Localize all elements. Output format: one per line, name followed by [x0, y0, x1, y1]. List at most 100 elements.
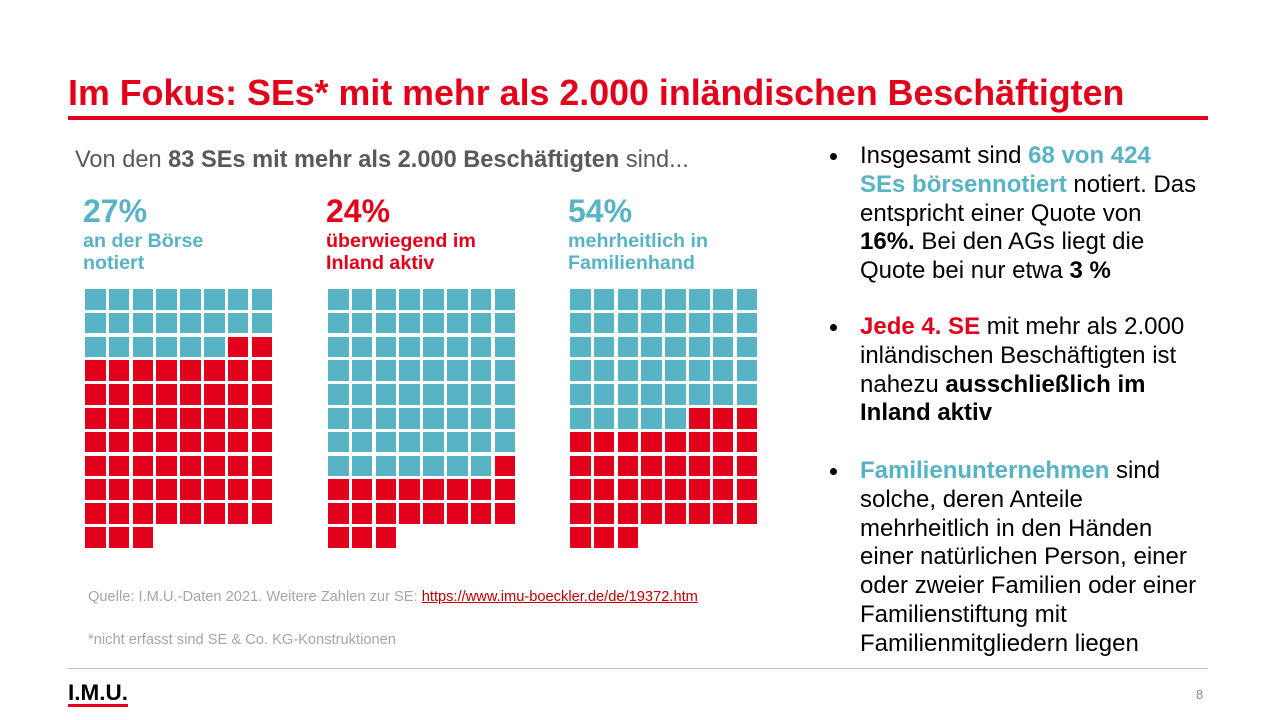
text-run: Quote bei nur etwa: [860, 257, 1070, 285]
waffle-cell: [180, 431, 201, 453]
bullet-text: Familienunternehmen sind solche, deren A…: [860, 457, 1196, 658]
waffle-cell: [570, 408, 591, 429]
waffle-cell: [423, 289, 444, 310]
waffle-cell: [447, 289, 468, 310]
waffle-cell: [375, 527, 397, 548]
waffle-cell: [399, 312, 420, 334]
waffle-cell: [423, 503, 444, 524]
waffle-cell: [351, 289, 373, 310]
waffle-cell: [447, 408, 468, 429]
waffle-cell: [689, 384, 710, 405]
waffle-cell: [423, 336, 444, 358]
caption-line: an der Börse: [83, 230, 204, 252]
waffle-cell: [712, 408, 734, 429]
waffle-cell: [593, 384, 615, 405]
waffle-cell: [712, 336, 734, 358]
waffle-cell: [447, 455, 468, 477]
waffle-cell: [375, 408, 397, 429]
waffle-cell: [736, 479, 758, 500]
waffle-chart-boersennotiert: 27% an der Börse notiert: [83, 190, 283, 552]
bullet-line: SEs börsennotiert notiert. Das: [860, 171, 1196, 200]
waffle-cell: [375, 431, 397, 453]
bullet-line: Insgesamt sind 68 von 424: [860, 142, 1196, 171]
logo-underline: [68, 704, 128, 707]
waffle-cell: [570, 455, 591, 477]
text-run: notiert. Das: [1066, 171, 1197, 198]
waffle-cell: [399, 360, 420, 381]
waffle-cell: [689, 479, 710, 500]
waffle-cell: [470, 384, 492, 405]
caption-line: notiert: [83, 252, 145, 274]
waffle-cell: [617, 336, 639, 358]
source-link[interactable]: https://www.imu-boeckler.de/de/19372.htm: [421, 589, 698, 606]
waffle-cell: [617, 384, 639, 405]
waffle-cell: [399, 384, 420, 405]
waffle-grid: [570, 289, 760, 551]
waffle-cell: [351, 312, 373, 334]
intro-text: Von den 83 SEs mit mehr als 2.000 Beschä…: [75, 146, 689, 174]
bullet-line: Inland aktiv: [860, 399, 1184, 428]
waffle-cell: [665, 408, 686, 429]
waffle-cell: [689, 336, 710, 358]
waffle-cell: [665, 431, 686, 453]
waffle-cell: [227, 360, 249, 381]
waffle-cell: [423, 455, 444, 477]
waffle-cell: [375, 384, 397, 405]
bullet-line: 16%. Bei den AGs liegt die: [860, 228, 1196, 257]
waffle-cell: [156, 384, 177, 405]
waffle-cell: [132, 289, 154, 310]
waffle-cell: [328, 527, 349, 548]
waffle-cell: [85, 431, 106, 453]
waffle-cell: [470, 336, 492, 358]
waffle-cell: [108, 431, 130, 453]
waffle-cell: [132, 455, 154, 477]
waffle-cell: [132, 312, 154, 334]
waffle-cell: [180, 289, 201, 310]
bullet-line: Familienmitgliedern liegen: [860, 630, 1196, 659]
waffle-cell: [108, 384, 130, 405]
waffle-cell: [85, 312, 106, 334]
waffle-cell: [375, 360, 397, 381]
waffle-cell: [447, 479, 468, 500]
waffle-cell: [204, 479, 225, 500]
waffle-cell: [375, 479, 397, 500]
text-run: nahezu: [860, 370, 946, 398]
waffle-cell: [641, 503, 662, 524]
bullet-dot: [830, 468, 837, 476]
waffle-cell: [712, 289, 734, 310]
waffle-cell: [641, 289, 662, 310]
waffle-cell: [570, 336, 591, 358]
caption-line: überwiegend im: [326, 230, 476, 252]
text-run: Familienmitgliedern liegen: [860, 629, 1139, 657]
waffle-cell: [447, 503, 468, 524]
waffle-cell: [251, 289, 273, 310]
highlight-run: Jede 4. SE: [860, 313, 981, 341]
waffle-cell: [712, 312, 734, 334]
waffle-cell: [593, 527, 615, 548]
waffle-cell: [328, 503, 349, 524]
waffle-cell: [227, 431, 249, 453]
text-run: solche, deren Anteile: [860, 486, 1083, 513]
waffle-cell: [447, 431, 468, 453]
waffle-cell: [593, 289, 615, 310]
waffle-cell: [85, 384, 106, 405]
waffle-cell: [328, 289, 349, 310]
waffle-cell: [423, 312, 444, 334]
waffle-cell: [180, 503, 201, 524]
waffle-cell: [494, 431, 516, 453]
waffle-cell: [712, 360, 734, 381]
waffle-cell: [85, 527, 106, 548]
bullet-line: Familienunternehmen sind: [860, 457, 1196, 486]
waffle-cell: [712, 503, 734, 524]
intro-prefix: Von den: [75, 146, 169, 173]
bullet-line: einer natürlichen Person, einer: [860, 543, 1196, 572]
waffle-cell: [470, 479, 492, 500]
waffle-cell: [85, 503, 106, 524]
waffle-cell: [328, 455, 349, 477]
waffle-cell: [351, 384, 373, 405]
waffle-cell: [156, 431, 177, 453]
bullet-line: solche, deren Anteile: [860, 486, 1196, 515]
waffle-cell: [736, 336, 758, 358]
waffle-cell: [132, 336, 154, 358]
waffle-cell: [108, 408, 130, 429]
